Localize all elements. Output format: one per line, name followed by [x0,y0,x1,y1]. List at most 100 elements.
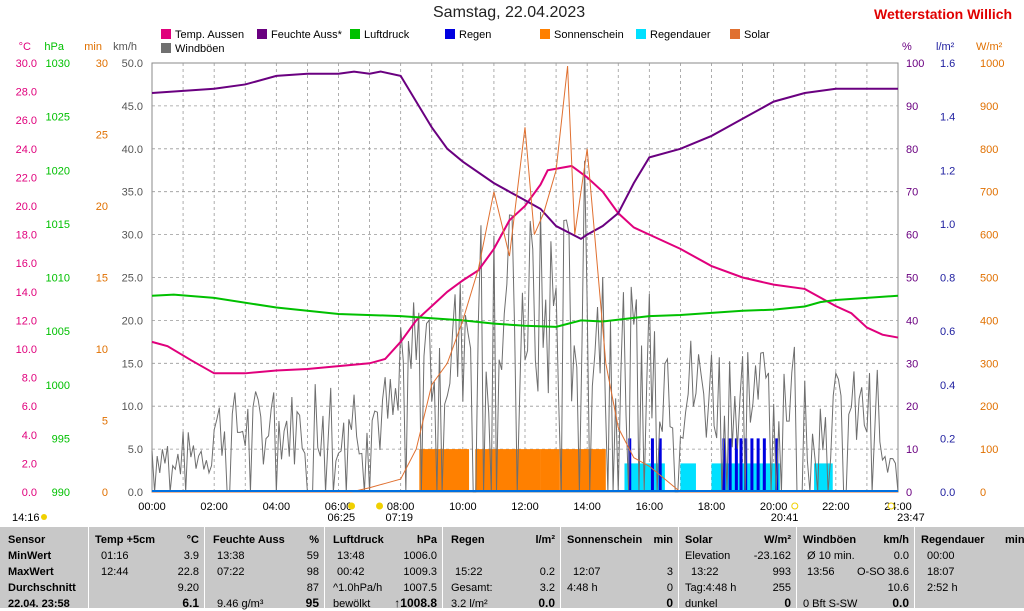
left-axis-tick: 0 [102,487,108,499]
wind-unit: km/h [883,534,909,546]
right-axis-tick: 0.0 [940,487,955,499]
row-label-min: MinWert [8,550,52,562]
left-axis-tick: 22.0 [16,172,37,184]
left-axis-tick: 10.0 [16,344,37,356]
right-axis-tick: 0.4 [940,380,955,392]
luftdruck-avg: 1007.5 [403,582,437,594]
left-axis-tick: 30.0 [122,230,143,242]
left-axis-tick: 30.0 [16,58,37,70]
right-axis-tick: 70 [906,187,918,199]
left-axis-tick: 0.0 [22,487,37,499]
right-axis-tick: 600 [980,230,998,242]
left-axis-tick: 990 [52,487,70,499]
left-axis-unit: min [84,41,102,53]
temp-min: 3.9 [183,550,199,562]
time-markers: 14:16 06:25 07:19 20:41 23:47 [12,502,925,524]
left-axis-tick: 1015 [46,219,70,231]
right-axis-tick: 300 [980,358,998,370]
chart-title: Samstag, 22.04.2023 [433,4,586,21]
left-axis-unit: hPa [44,41,64,53]
feuchte-avg: 87 [306,582,319,594]
luftdruck-trend: ^1.0hPa/h [333,582,383,594]
regen-header: Regen [451,534,485,546]
x-tick-label: 20:00 [760,501,788,513]
sonne-total: 4:48 h [567,582,598,594]
left-axis-tick: 28.0 [16,87,37,99]
col-feuchte: Feuchte Auss % 13:38 59 07:22 98 87 9.46… [204,527,325,610]
right-axis-tick: 100 [980,444,998,456]
marker-label: 20:41 [771,512,799,524]
legend-swatch [257,29,267,39]
feuchte-abs: 9.46 g/m³ [217,598,264,610]
x-tick-label: 06:00 [325,501,353,513]
legend-label: Regen [459,29,491,41]
marker-dot [348,502,356,510]
row-label-current: 22.04. 23:58 [8,598,70,610]
luftdruck-header: Luftdruck [333,534,384,546]
luftdruck-max-time: 00:42 [337,566,365,578]
regendauer-header: Regendauer [921,534,985,546]
left-axis-tick: 10 [96,344,108,356]
left-axis-unit: km/h [113,41,137,53]
wind-current: 0.0 [892,596,909,610]
legend-swatch [540,29,550,39]
x-tick-label: 02:00 [200,501,228,513]
regen-max-time: 15:22 [455,566,483,578]
right-axis-unit: W/m² [976,41,1003,53]
right-axis-tick: 0.6 [940,326,955,338]
right-axis-tick: 60 [906,230,918,242]
legend-swatch [350,29,360,39]
right-axis-tick: 0 [906,487,912,499]
temp-header: Temp +5cm [95,534,156,546]
right-axis-tick: 0.8 [940,273,955,285]
bars-layer [419,438,833,492]
legend-swatch [730,29,740,39]
left-axis-tick: 12.0 [16,315,37,327]
col-sonnenschein: Sonnenschein min 12:07 3 4:48 h 0 0 [560,527,679,610]
right-axis-tick: 20 [906,401,918,413]
rain-bar [722,438,726,492]
feuchte-header: Feuchte Auss [213,534,285,546]
left-axis-tick: 45.0 [122,101,143,113]
feuchte-max-time: 07:22 [217,566,245,578]
col-regendauer: Regendauer min 00:00 18:07 2:52 h [914,527,1024,608]
rain-bar [628,438,632,492]
right-axis-tick: 700 [980,187,998,199]
left-axis-tick: 1020 [46,165,70,177]
right-axis-tick: 200 [980,401,998,413]
luftdruck-min: 1006.0 [403,550,437,562]
sunshine-bar [419,449,470,492]
rain-bar [650,438,654,492]
temp-min-time: 01:16 [101,550,129,562]
x-tick-label: 08:00 [387,501,415,513]
axes-layer: 00:00 02:00 04:00 06:00 08:00 10:00 12:00 14:00… [16,41,1005,513]
right-axis-tick: 1.6 [940,58,955,70]
series-line [151,293,899,328]
right-axis-tick: 400 [980,315,998,327]
right-axis-tick: 1.2 [940,165,955,177]
right-axis-tick: 30 [906,358,918,370]
right-axis-unit: l/m² [936,41,955,53]
luftdruck-unit: hPa [416,534,437,546]
wind-max-dir: O-SO [857,566,886,578]
luftdruck-min-time: 13:48 [337,550,365,562]
rain-duration-bar [624,463,644,492]
series-line [152,65,898,493]
temp-avg: 9.20 [177,582,199,594]
solar-day-label: Tag:4:48 h [685,582,737,594]
row-label-avg: Durchschnitt [8,582,76,594]
legend-label: Solar [744,29,770,41]
rain-bar [728,438,732,492]
x-tick-label: 04:00 [263,501,291,513]
left-axis-tick: 30 [96,58,108,70]
regendauer-min-time: 00:00 [927,550,955,562]
legend-swatch [161,29,171,39]
feuchte-current: 95 [305,596,319,610]
sonne-max: 3 [666,566,673,578]
row-label-max: MaxWert [8,566,54,578]
legend-swatch [161,43,171,53]
left-axis-tick: 20.0 [122,315,143,327]
legend-label: Windböen [175,43,225,55]
regen-max: 0.2 [539,566,555,578]
station-name-text: Wetterstation Willich [874,6,1013,22]
